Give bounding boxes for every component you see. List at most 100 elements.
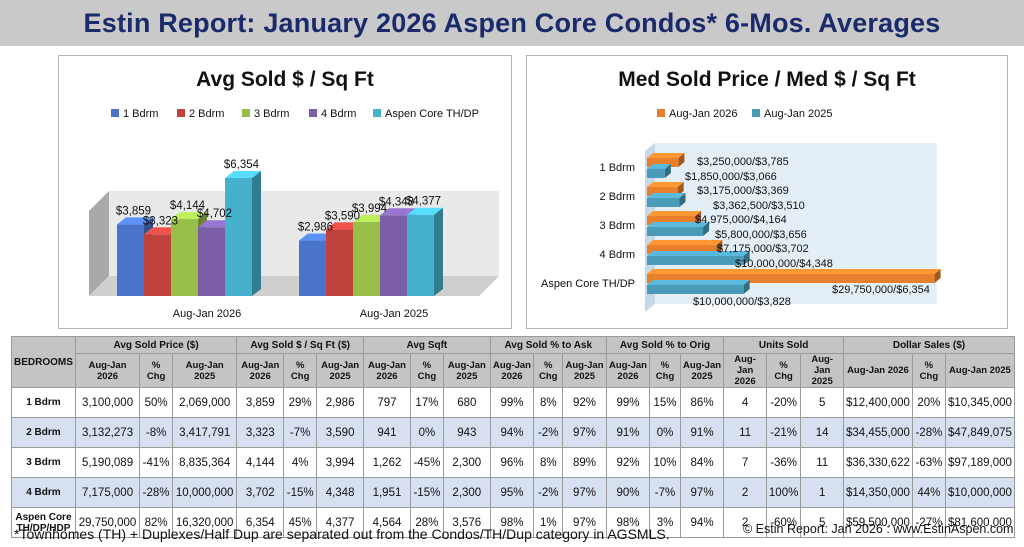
left-legend-swatch: [111, 109, 119, 117]
sub-header: % Chg: [649, 353, 681, 388]
report-header: Estin Report: January 2026 Aspen Core Co…: [0, 0, 1024, 46]
footnote: *Townhomes (TH) + Duplexes/Half Dup are …: [14, 526, 670, 542]
table-cell: 10,000,000: [172, 477, 238, 508]
table-cell: 99%: [605, 387, 651, 418]
hbar: [647, 245, 717, 254]
hbar-label-2025: $5,800,000/$3,656: [715, 229, 807, 241]
table-cell: -2%: [533, 417, 564, 448]
table-cell: $59,500,000: [842, 507, 913, 538]
sub-header: Aug-Jan 2025: [172, 353, 238, 388]
table-cell: 97%: [562, 477, 607, 508]
table-cell: 11: [800, 447, 844, 478]
sub-header: Aug-Jan 2026: [236, 353, 285, 388]
table-cell: 44%: [911, 477, 946, 508]
sub-header: Aug-Jan 2026: [605, 353, 651, 388]
bar: [326, 229, 353, 296]
table-cell: 2: [723, 477, 767, 508]
hbar-side: [743, 251, 750, 265]
dollar-value: 12,400,000: [852, 396, 910, 409]
sub-header: % Chg: [765, 353, 802, 388]
table-cell: 797: [363, 387, 411, 418]
right-category-label: 4 Bdrm: [600, 249, 635, 261]
table-cell: 2,069,000: [172, 387, 238, 418]
right-legend-swatch: [657, 109, 665, 117]
credit: © Estin Report: Jan 2026 : www.EstinAspe…: [743, 522, 1014, 536]
sub-header: Aug-Jan 2025: [800, 353, 844, 388]
table-cell: 3,417,791: [172, 417, 238, 448]
right-legend-swatch: [752, 109, 760, 117]
hbar-top: [647, 182, 684, 187]
sub-header: % Chg: [409, 353, 444, 388]
table-cell: $81,600,000: [944, 507, 1016, 538]
table-cell: 28%: [409, 507, 444, 538]
avg-sold-sqft-chart: 1 Bdrm 2 Bdrm 3 Bdrm 4 Bdrm Aspen Core TH/DP…: [89, 108, 499, 320]
hbar-side: [703, 222, 710, 236]
table-cell: 3,994: [316, 447, 365, 478]
left-legend-label: 3 Bdrm: [254, 108, 289, 120]
bar-value-label: $4,702: [197, 208, 232, 220]
table-cell: -28%: [139, 477, 174, 508]
table-cell: 5: [800, 387, 844, 418]
table-cell: $47,849,075: [944, 417, 1016, 448]
table-cell: 100%: [765, 477, 802, 508]
row-bedrooms: Aspen Core TH/DP/HDP: [11, 507, 76, 538]
table-cell: 3,100,000: [74, 387, 141, 418]
table-cell: 4%: [283, 447, 318, 478]
left-chart-side-wall: [89, 191, 109, 296]
table-cell: $14,350,000: [842, 477, 913, 508]
table-cell: 2,300: [442, 477, 491, 508]
left-chart-category-label: Aug-Jan 2025: [360, 308, 429, 320]
table-cell: -20%: [765, 387, 802, 418]
bar-value-label: $6,354: [224, 159, 260, 171]
table-cell: 3,590: [316, 417, 365, 448]
table-cell: 14: [800, 417, 844, 448]
bar: [198, 227, 225, 296]
bar-value-label: $4,377: [406, 196, 441, 208]
hbar-label-2025: $1,850,000/$3,066: [685, 171, 777, 183]
table-cell: 20%: [911, 387, 946, 418]
table-cell: 96%: [489, 447, 535, 478]
left-legend-swatch: [177, 109, 185, 117]
left-legend-swatch: [242, 109, 250, 117]
table-cell: 1,951: [363, 477, 411, 508]
table-cell: 6,354: [236, 507, 285, 538]
table-cell: 92%: [605, 447, 651, 478]
table-cell: 2: [723, 507, 767, 538]
table-cell: -2%: [533, 477, 564, 508]
bar: [144, 234, 171, 296]
table-cell: -15%: [409, 477, 444, 508]
bar: [380, 215, 407, 296]
group-header: Avg Sqft: [363, 336, 491, 354]
hbar-top: [647, 269, 941, 274]
bar-value-label: $4,348: [379, 196, 414, 208]
table-cell: 16,320,000: [172, 507, 238, 538]
bar-value-label: $2,986: [298, 222, 333, 234]
table-cell: -21%: [765, 417, 802, 448]
table-cell: 8%: [533, 447, 564, 478]
hbar-top: [647, 211, 702, 216]
table-cell: 3,859: [236, 387, 285, 418]
dollar-value: 34,455,000: [852, 426, 910, 439]
table-cell: 86%: [679, 387, 725, 418]
table-cell: 91%: [605, 417, 651, 448]
right-chart-title: Med Sold Price / Med $ / Sq Ft: [618, 68, 916, 91]
table-cell: 98%: [489, 507, 535, 538]
table-cell: 92%: [562, 387, 607, 418]
hbar: [647, 274, 935, 283]
bar-side: [434, 207, 443, 296]
table-cell: 7,175,000: [74, 477, 141, 508]
table-cell: 0%: [649, 417, 681, 448]
bar-top: [225, 170, 261, 178]
row-bedrooms: 1 Bdrm: [11, 387, 76, 418]
right-category-label: 2 Bdrm: [600, 191, 635, 203]
sub-header: Aug-Jan 2026: [842, 353, 913, 388]
sub-header: Aug-Jan 2025: [679, 353, 725, 388]
left-legend-label: 2 Bdrm: [189, 108, 224, 120]
table-cell: -36%: [765, 447, 802, 478]
hbar: [647, 158, 679, 167]
hbar-label-2026: $3,250,000/$3,785: [697, 156, 789, 168]
table-cell: 97%: [562, 507, 607, 538]
hbar-label-2025: $10,000,000/$4,348: [735, 258, 833, 270]
table-cell: 941: [363, 417, 411, 448]
table-cell: $97,189,000: [944, 447, 1016, 478]
